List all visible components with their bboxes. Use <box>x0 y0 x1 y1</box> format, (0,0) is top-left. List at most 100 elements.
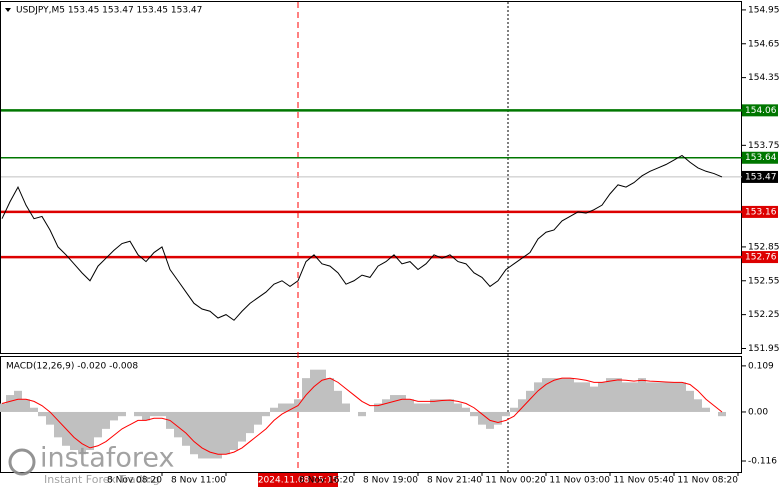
macd-bar <box>30 407 38 412</box>
x-tick-label: 8 Nov 21:40 <box>427 476 482 486</box>
macd-bar <box>526 390 534 412</box>
macd-bar <box>38 411 46 417</box>
macd-bar <box>630 382 638 412</box>
x-tick-label: 11 Nov 08:20 <box>677 476 738 486</box>
macd-bar <box>54 411 62 438</box>
macd-bar <box>238 411 246 442</box>
macd-bar <box>558 378 566 412</box>
macd-bar <box>414 403 422 412</box>
macd-bar <box>470 411 478 417</box>
macd-bar <box>174 411 182 438</box>
macd-bar <box>222 411 230 455</box>
macd-bar <box>454 403 462 412</box>
macd-bar <box>190 411 198 455</box>
macd-bar <box>502 411 510 417</box>
last-price-box <box>742 170 778 183</box>
macd-bar <box>278 403 286 412</box>
signal-line <box>1 377 723 455</box>
y-tick-label: 154.95 <box>748 5 780 15</box>
logo <box>8 448 36 476</box>
macd-bar <box>334 390 342 412</box>
macd-bar <box>494 411 502 425</box>
price-pane <box>0 1 742 354</box>
level-label-box <box>742 251 778 264</box>
level-label: 153.16 <box>745 207 777 217</box>
macd-bar <box>150 411 158 417</box>
macd-bar <box>550 378 558 412</box>
macd-bar <box>118 411 126 417</box>
macd-bar <box>230 411 238 451</box>
macd-bar <box>662 382 670 412</box>
price-title: USDJPY,M5 153.45 153.47 153.45 153.47 <box>16 6 202 16</box>
level-label-box <box>742 104 778 117</box>
macd-bar <box>606 378 614 412</box>
y-tick-label: -0.116 <box>748 457 777 467</box>
macd-bar <box>46 411 54 425</box>
macd-bar <box>510 407 518 412</box>
macd-bar <box>382 399 390 412</box>
crosshair-label: 2024.11.08 15:15 <box>258 476 338 486</box>
macd-bar <box>254 411 262 425</box>
crosshair-label-box <box>258 473 338 487</box>
macd-bar <box>406 399 414 412</box>
y-tick-label: 151.95 <box>748 344 780 354</box>
level-label-box <box>742 151 778 164</box>
macd-bar <box>542 378 550 412</box>
level-label-box <box>742 205 778 218</box>
macd-bar <box>270 407 278 412</box>
macd-bar <box>622 382 630 412</box>
last-price-label: 153.47 <box>745 172 777 182</box>
macd-bar <box>102 411 110 429</box>
y-tick-label: 153.75 <box>748 141 780 151</box>
y-tick-label: 0.00 <box>748 407 768 417</box>
macd-bar <box>598 382 606 412</box>
macd-bar <box>158 411 166 417</box>
macd-bar <box>518 399 526 412</box>
macd-bar <box>0 403 6 412</box>
macd-bar <box>214 411 222 459</box>
y-tick-label: 0.109 <box>748 361 774 371</box>
macd-bar <box>686 390 694 412</box>
macd-bar <box>358 411 366 417</box>
macd-bar <box>534 382 542 412</box>
macd-bar <box>246 411 254 434</box>
macd-bar <box>638 378 646 412</box>
macd-bar <box>574 382 582 412</box>
macd-bar <box>182 411 190 446</box>
macd-bar <box>614 378 622 412</box>
marks <box>0 109 742 459</box>
macd-bar <box>94 411 102 438</box>
y-tick-label: 154.65 <box>748 39 780 49</box>
macd-bar <box>6 395 14 412</box>
macd-bar <box>342 403 350 412</box>
macd-bar <box>430 399 438 412</box>
macd-bar <box>262 411 270 417</box>
macd-bar <box>398 395 406 412</box>
x-tick-label: 8 Nov 19:00 <box>363 476 418 486</box>
macd-bar <box>14 390 22 412</box>
macd-bar <box>326 378 334 412</box>
level-label: 154.06 <box>745 106 777 116</box>
macd-bar <box>670 382 678 412</box>
macd-bar <box>78 411 86 455</box>
level-label: 152.76 <box>745 253 777 263</box>
macd-bar <box>318 369 326 412</box>
menu-arrow <box>5 8 11 12</box>
x-tick-label: 11 Nov 00:20 <box>485 476 546 486</box>
x-tick-label: 8 Nov 11:00 <box>171 476 226 486</box>
y-tick-label: 152.25 <box>748 310 780 320</box>
macd-bar <box>478 411 486 425</box>
macd-bar <box>206 411 214 459</box>
tagline: Instant Forex Trading <box>44 473 160 486</box>
macd-bar <box>390 395 398 412</box>
macd-bar <box>310 369 318 412</box>
x-tick-label: 8 Nov 08:20 <box>107 476 162 486</box>
x-tick-label: 8 Nov 16:20 <box>299 476 354 486</box>
macd-bar <box>70 411 78 451</box>
macd-bar <box>374 403 382 412</box>
y-tick-label: 152.55 <box>748 276 780 286</box>
macd-bar <box>110 411 118 421</box>
macd-bar <box>86 411 94 451</box>
